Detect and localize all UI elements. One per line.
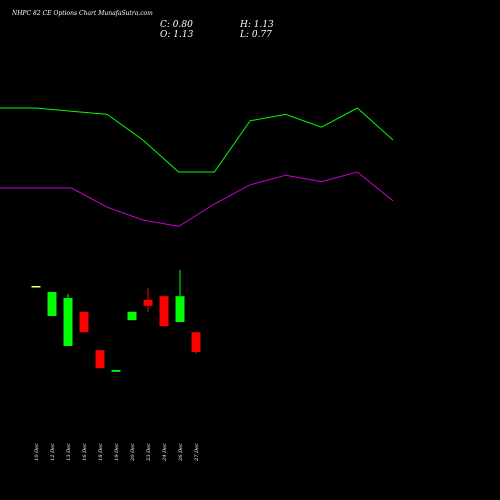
- x-tick-label: 27 Dec: [194, 443, 200, 462]
- low-value: L: 0.77: [240, 30, 272, 40]
- overlay-line-1: [0, 107, 394, 173]
- candle-body: [111, 370, 121, 372]
- candle-body: [95, 350, 105, 369]
- x-tick-label: 26 Dec: [178, 443, 184, 462]
- x-tick-label: 23 Dec: [146, 443, 152, 462]
- x-tick-label: 24 Dec: [162, 443, 168, 462]
- x-tick-label: 16 Dec: [82, 443, 88, 461]
- overlay-line-2: [0, 171, 394, 227]
- high-value: H: 1.13: [240, 20, 274, 30]
- candle-body: [47, 292, 57, 316]
- x-tick-label: 10 Dec: [34, 443, 40, 461]
- candle-body: [175, 296, 185, 322]
- chart-title: NHPC 82 CE Options Chart MunafaSutra.com: [12, 10, 153, 17]
- close-value: C: 0.80: [160, 20, 193, 30]
- candle-body: [159, 296, 169, 327]
- candle-body: [127, 311, 137, 321]
- candle-body: [63, 298, 73, 346]
- x-tick-label: 12 Dec: [50, 443, 56, 461]
- x-tick-label: 13 Dec: [66, 443, 72, 461]
- x-tick-label: 19 Dec: [114, 443, 120, 461]
- candle-body: [143, 299, 153, 306]
- open-value: O: 1.13: [160, 30, 194, 40]
- x-tick-label: 20 Dec: [130, 443, 136, 462]
- candle-body: [191, 332, 201, 352]
- candle-body: [31, 286, 41, 288]
- x-tick-label: 18 Dec: [98, 443, 104, 461]
- candle-body: [79, 311, 89, 333]
